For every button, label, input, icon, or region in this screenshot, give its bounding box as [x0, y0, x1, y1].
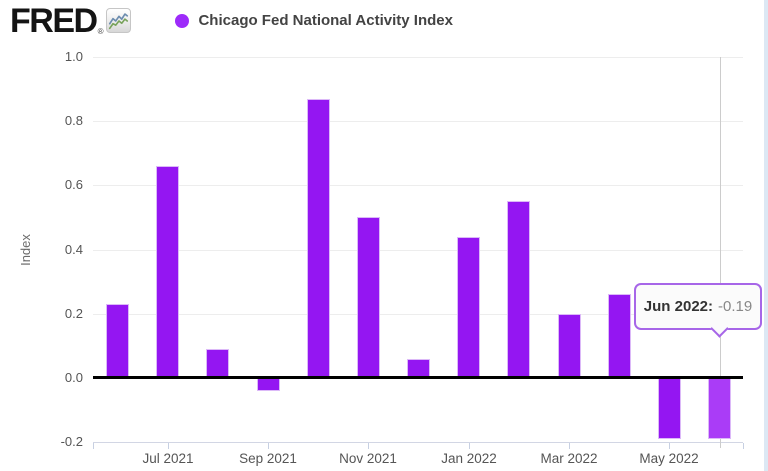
- x-axis-edge-tick: [93, 443, 94, 449]
- x-axis-tick: [569, 443, 570, 449]
- registered-trademark: ®: [97, 27, 104, 36]
- x-axis-tick-label: Jul 2021: [142, 451, 194, 466]
- bar-jun-2021[interactable]: [106, 304, 129, 378]
- zero-line: [93, 376, 743, 379]
- bar-mar-2022[interactable]: [558, 313, 581, 378]
- chart-tooltip: Jun 2022: -0.19: [634, 283, 762, 330]
- bar-aug-2021[interactable]: [206, 349, 229, 378]
- x-axis-tick-label: Sep 2021: [239, 451, 297, 466]
- bar-jan-2022[interactable]: [457, 236, 480, 378]
- y-axis-title: Index: [18, 234, 33, 266]
- x-axis-tick-label: Jan 2022: [441, 451, 497, 466]
- y-gridline: [93, 314, 743, 315]
- bar-dec-2021[interactable]: [407, 358, 430, 378]
- y-axis-tick-label: 0.0: [64, 370, 83, 385]
- y-gridline: [93, 185, 743, 186]
- y-axis-tick-label: -0.2: [60, 434, 83, 449]
- x-axis-tick: [168, 443, 169, 449]
- y-axis-tick-label: 1.0: [64, 49, 83, 64]
- legend-series-label: Chicago Fed National Activity Index: [198, 12, 453, 29]
- bar-nov-2021[interactable]: [357, 217, 380, 378]
- y-axis-tick-label: 0.6: [64, 177, 83, 192]
- bar-jun-2022[interactable]: [708, 377, 731, 439]
- right-edge-strip: [764, 0, 768, 471]
- x-axis-tick: [469, 443, 470, 449]
- bar-may-2022[interactable]: [658, 377, 681, 439]
- bar-feb-2022[interactable]: [507, 201, 530, 378]
- tooltip-value: -0.19: [718, 298, 753, 315]
- fred-logo-chart-icon: [106, 8, 132, 33]
- x-axis-tick-label: Nov 2021: [339, 451, 397, 466]
- series-legend[interactable]: Chicago Fed National Activity Index: [175, 12, 453, 29]
- tooltip-date-label: Jun 2022:: [643, 298, 713, 315]
- x-axis-tick: [669, 443, 670, 449]
- x-axis-tick-label: May 2022: [639, 451, 699, 466]
- y-axis-tick-label: 0.8: [64, 113, 83, 128]
- fred-logo[interactable]: FRED ®: [10, 2, 132, 40]
- fred-logo-text: FRED: [10, 2, 98, 40]
- y-gridline: [93, 57, 743, 58]
- x-axis-tick: [268, 443, 269, 449]
- x-axis-edge-tick: [743, 443, 744, 449]
- y-gridline: [93, 121, 743, 122]
- header: FRED ® Chicago Fed National Activity Ind…: [10, 2, 453, 40]
- bar-sep-2021[interactable]: [257, 377, 280, 391]
- y-axis-tick-label: 0.2: [64, 306, 83, 321]
- bar-apr-2022[interactable]: [608, 294, 631, 378]
- crosshair-line: [720, 57, 721, 448]
- x-axis-tick-label: Mar 2022: [540, 451, 598, 466]
- bar-oct-2021[interactable]: [307, 98, 330, 378]
- legend-marker-icon: [175, 13, 190, 28]
- y-gridline: [93, 250, 743, 251]
- x-axis-line: [93, 442, 743, 443]
- x-axis-tick: [368, 443, 369, 449]
- y-axis-tick-label: 0.4: [64, 242, 83, 257]
- bar-jul-2021[interactable]: [156, 166, 179, 378]
